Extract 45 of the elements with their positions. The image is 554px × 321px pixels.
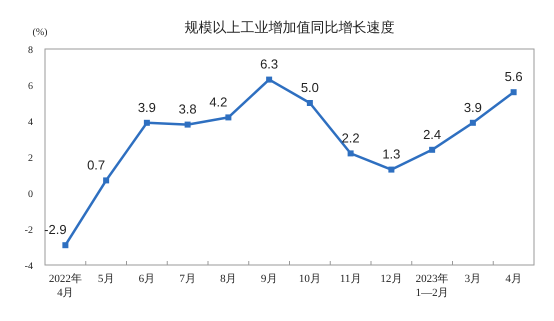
data-label: 2.4: [423, 126, 442, 142]
point: [184, 122, 191, 128]
data-label: 5.6: [504, 69, 523, 84]
x-tick-label: 7月: [179, 273, 196, 285]
y-axis-title: (%): [32, 27, 48, 38]
x-tick-label: 2023年 1—2月: [416, 273, 449, 299]
y-tick-label: -4: [24, 261, 33, 272]
point: [144, 120, 150, 126]
x-tick-label: 2022年 4月: [48, 273, 82, 299]
point: [348, 150, 354, 156]
point: [388, 166, 394, 173]
x-tick-label: 9月: [260, 273, 278, 285]
x-tick-label: 12月: [380, 273, 402, 285]
y-tick-label: 8: [28, 45, 33, 56]
x-tick-label: 4月: [505, 273, 522, 285]
y-tick-label: 4: [28, 117, 33, 128]
data-label: 4.2: [209, 94, 228, 110]
data-label: 3.9: [138, 100, 156, 115]
point: [266, 76, 272, 83]
x-tick-label: 11月: [340, 273, 362, 285]
data-label: 5.0: [300, 80, 319, 95]
data-label: 3.9: [464, 100, 482, 115]
x-tick-label: 10月: [298, 273, 321, 285]
point: [429, 146, 436, 153]
x-tick-label: 5月: [98, 273, 114, 285]
x-tick-label: 6月: [138, 273, 156, 285]
y-tick-label: -2: [24, 225, 33, 236]
data-label: 1.3: [382, 146, 400, 162]
point: [225, 114, 232, 120]
chart-title: 规模以上工业增加值同比增长速度: [184, 19, 394, 35]
y-tick-label: 6: [28, 81, 33, 92]
point: [62, 242, 68, 248]
data-label: 3.8: [178, 102, 197, 117]
y-tick-label: 0: [28, 189, 33, 200]
x-tick-label: 3月: [464, 273, 482, 285]
point: [470, 120, 476, 126]
data-label: 0.7: [87, 157, 106, 172]
data-label: 2.2: [342, 130, 360, 146]
data-label: 6.3: [260, 56, 278, 72]
point: [510, 89, 517, 96]
point: [306, 100, 313, 106]
x-tick-label: 8月: [220, 273, 237, 285]
point: [103, 177, 110, 184]
y-tick-label: 2: [28, 153, 33, 164]
data-label: -2.9: [44, 222, 67, 238]
